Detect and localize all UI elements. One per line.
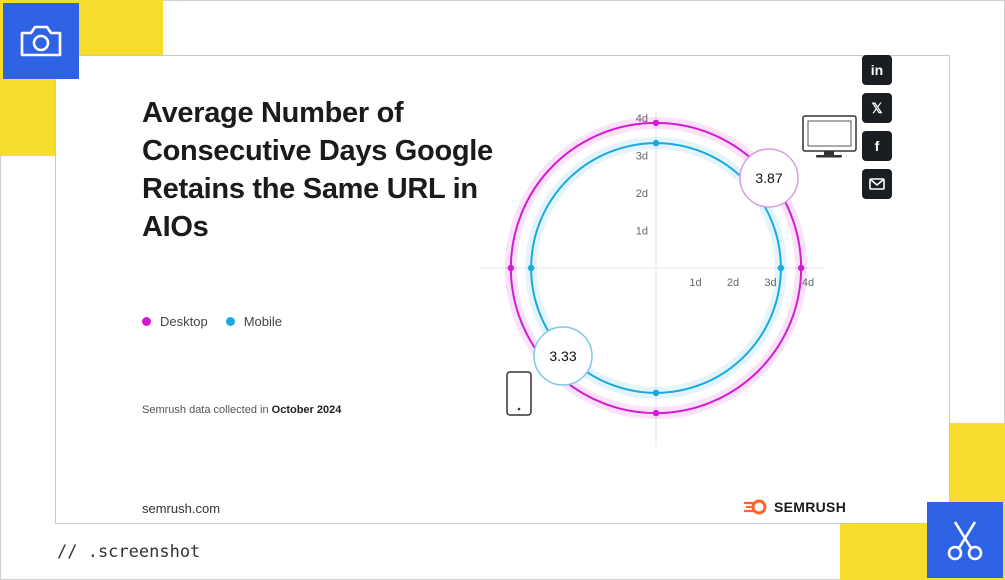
data-source-note: Semrush data collected in October 2024 [142,404,341,416]
legend-swatch-desktop [142,317,151,326]
mobile-value-bubble [533,326,593,386]
x-tick-label-4d: 4d [802,277,814,289]
legend-label-mobile: Mobile [243,314,282,329]
x-icon: 𝕏 [871,99,883,116]
legend-label-desktop: Desktop [160,314,208,329]
facebook-icon: f [874,138,880,154]
desktop-value-bubble [739,148,799,208]
mobile-ring-marker-4 [527,264,535,272]
site-url: semrush.com [142,501,221,516]
mobile-device-icon [506,371,532,416]
radial-chart: 1d 1d 2d 2d 3d 3d 4d 4d 3.87 3.33 [479,111,857,446]
camera-icon [20,25,62,57]
scissors-icon [947,521,983,561]
series-layer [504,116,808,420]
x-tick-label-1d: 1d [689,277,701,289]
chart-legend: Desktop Mobile [142,314,282,329]
x-tick-label-3d: 3d [764,277,776,289]
facebook-share-button[interactable]: f [862,131,892,161]
axis-ticks: 1d 1d 2d 2d 3d 3d 4d 4d [636,113,814,289]
semrush-flame-icon [744,499,767,515]
data-source-prefix: Semrush data collected in [142,404,272,416]
desktop-ring-marker-3 [652,409,660,417]
mobile-ring-marker-3 [652,389,660,397]
value-bubbles: 3.87 3.33 [533,148,799,386]
screenshot-watermark: // .screenshot [57,542,201,562]
legend-item-desktop: Desktop [142,314,208,329]
semrush-logo: SEMRUSH [744,499,846,515]
mobile-value-label: 3.33 [549,348,576,364]
desktop-ring-marker-2 [797,264,805,272]
email-share-button[interactable] [862,169,892,199]
mobile-ring-marker-2 [777,264,785,272]
desktop-ring-marker-1 [652,119,660,127]
brand-name: SEMRUSH [774,499,847,515]
y-tick-label-4d: 4d [636,113,648,125]
crop-tool-button[interactable] [927,502,1003,578]
y-tick-label-2d: 2d [636,188,648,200]
chart-title: Average Number of Consecutive Days Googl… [142,97,493,243]
mail-icon [869,178,885,190]
y-tick-label-1d: 1d [636,226,648,238]
mobile-ring-marker-1 [652,139,660,147]
desktop-value-label: 3.87 [755,170,782,186]
legend-swatch-mobile [225,317,235,326]
data-source-date: October 2024 [271,404,342,416]
x-share-button[interactable]: 𝕏 [862,93,892,123]
legend-item-mobile: Mobile [225,314,282,329]
y-tick-label-3d: 3d [636,151,648,163]
desktop-device-icon [802,115,857,158]
x-tick-label-2d: 2d [727,277,739,289]
infographic-card: Average Number of Consecutive Days Googl… [55,55,950,524]
linkedin-share-button[interactable]: in [862,55,892,85]
share-bar: in 𝕏 f [862,55,892,199]
screenshot-button[interactable] [3,3,79,79]
desktop-ring-marker-4 [507,264,515,272]
linkedin-icon: in [870,62,884,78]
